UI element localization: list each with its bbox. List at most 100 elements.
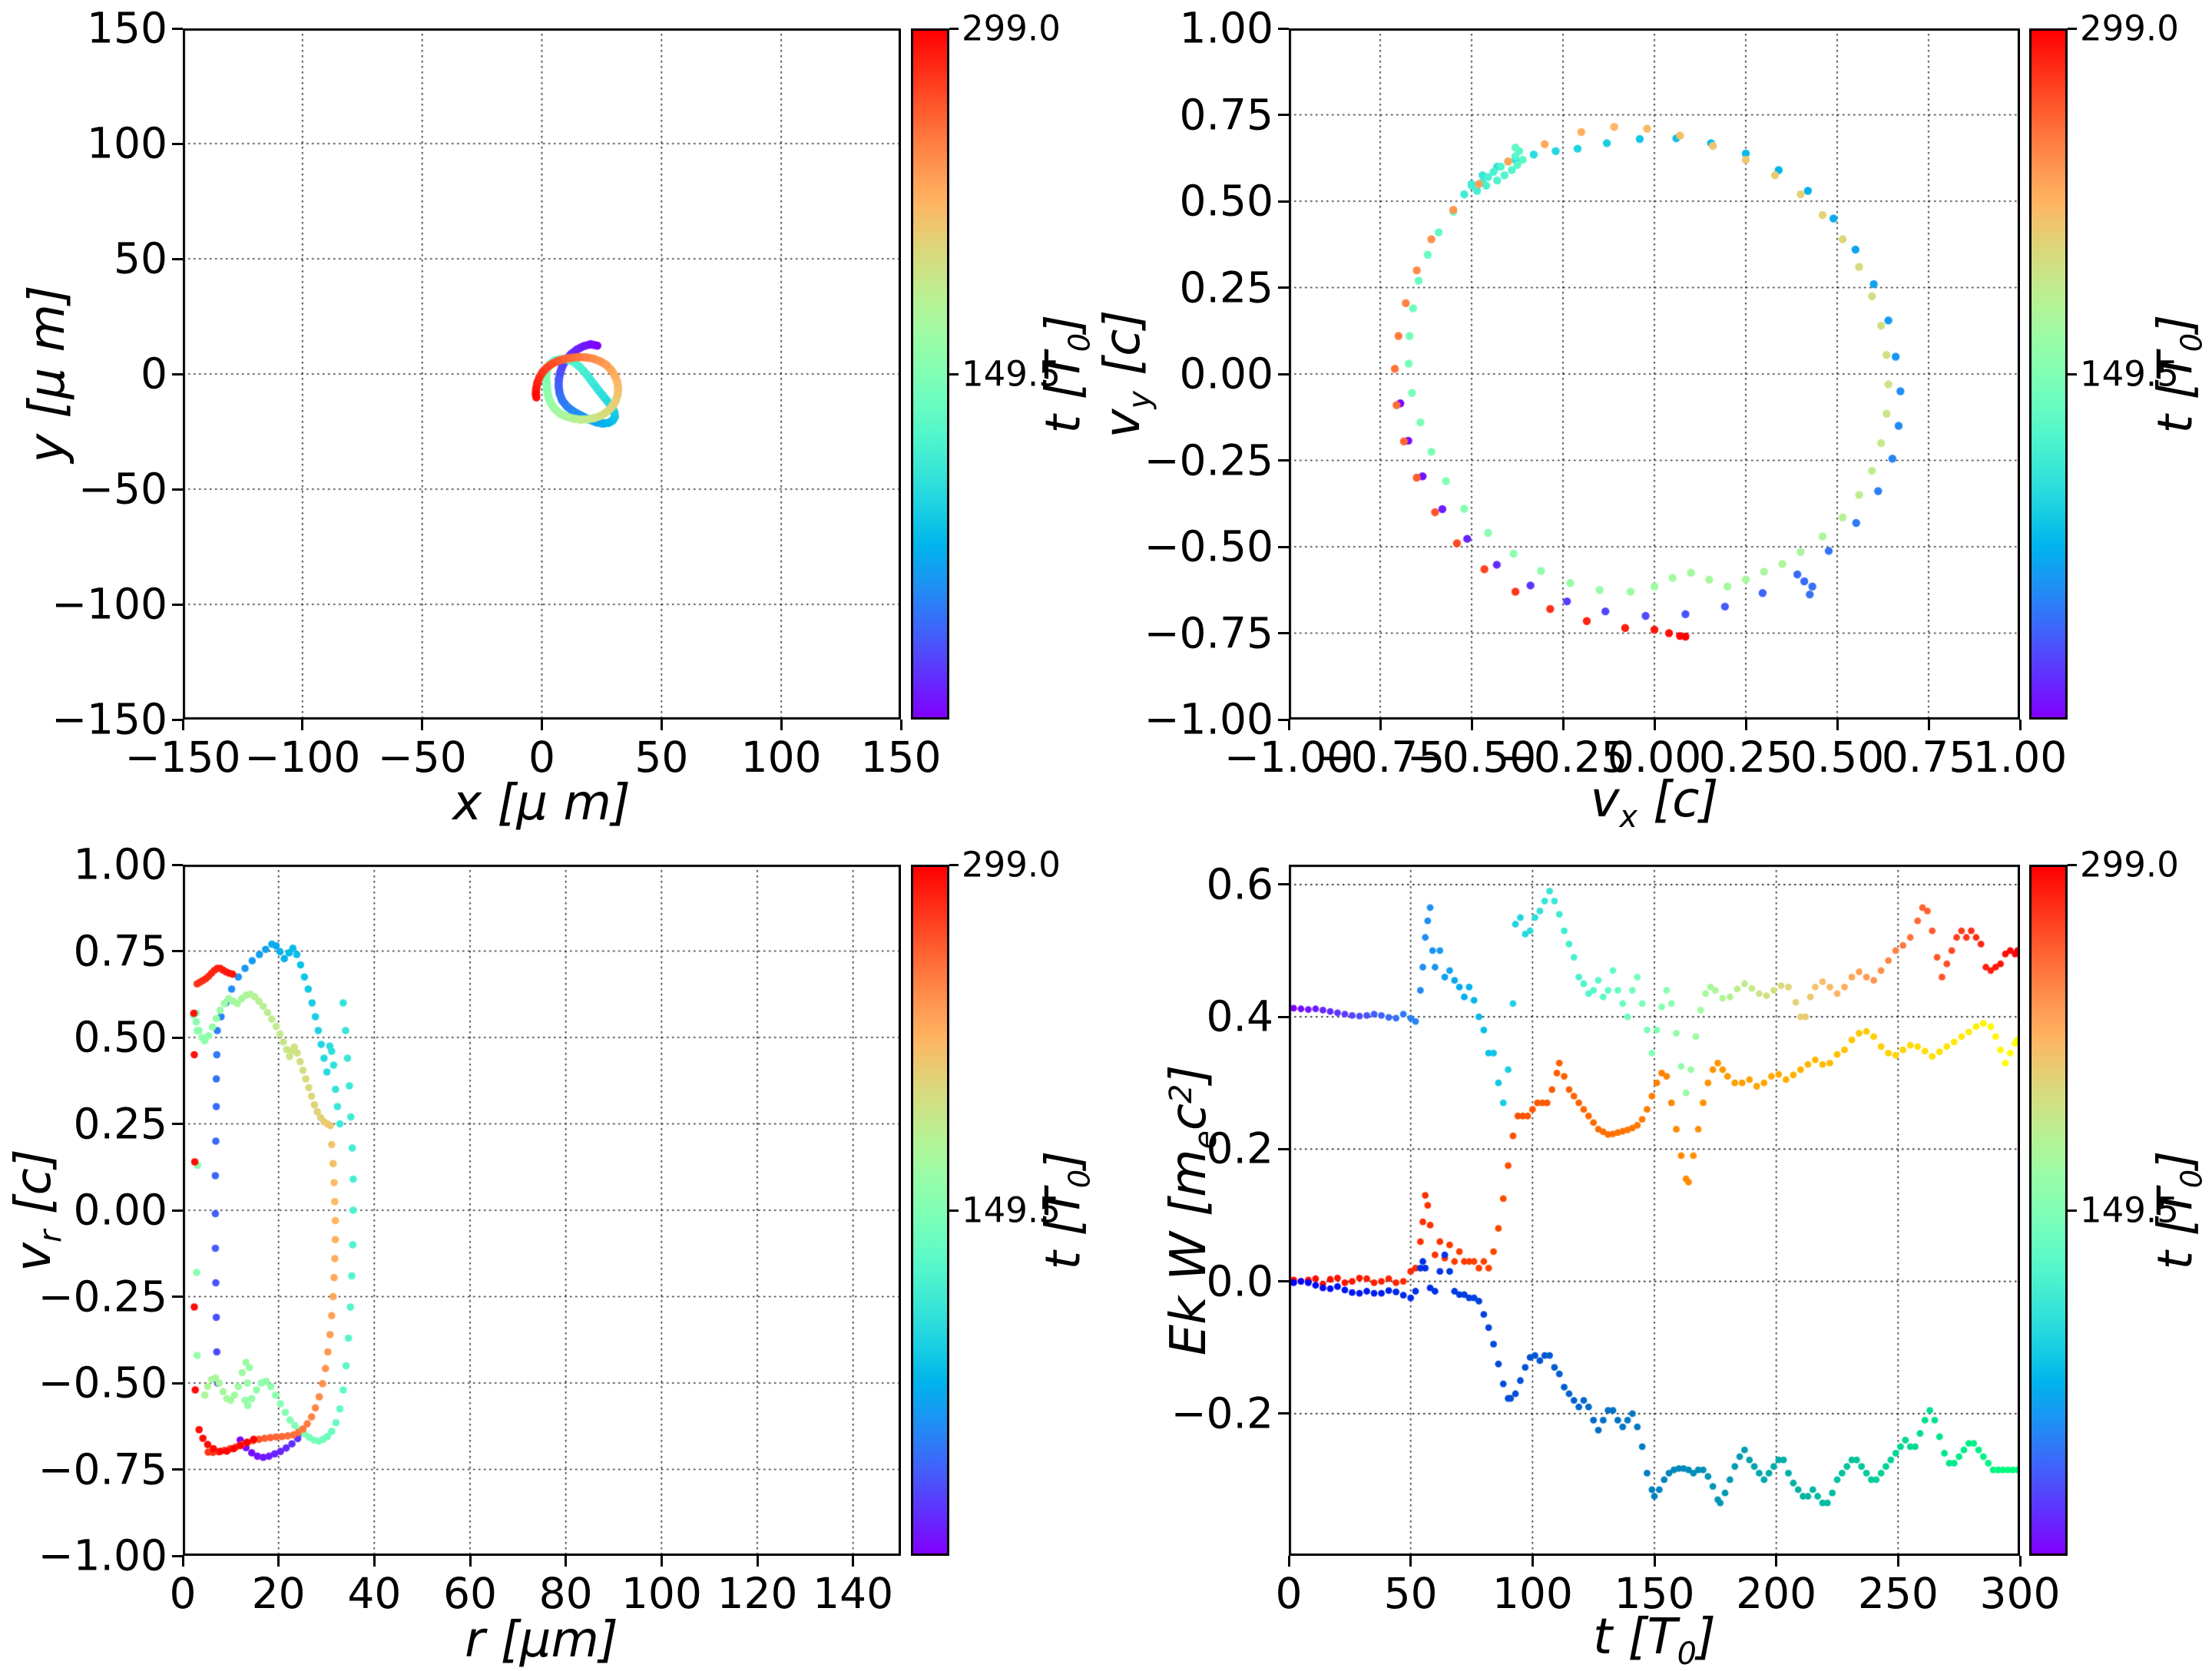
tick-label: 120 [717, 1569, 798, 1618]
tick-mark [469, 1556, 472, 1567]
tick-mark [2068, 372, 2077, 376]
tick-mark [565, 1556, 568, 1567]
tick-label: 0.75 [1881, 733, 1976, 782]
tick-label: 100 [1492, 1569, 1573, 1618]
tick-mark [1379, 720, 1382, 730]
tick-label: 1.00 [1179, 3, 1273, 53]
tick-mark [949, 1209, 959, 1212]
tick-mark [172, 603, 183, 606]
tick-mark [1470, 720, 1473, 730]
y-axis-label-vy: vy [c] [1094, 309, 1157, 438]
tick-label: 250 [1857, 1569, 1939, 1618]
tick-label: 0.00 [1179, 349, 1273, 399]
tick-mark [172, 27, 183, 30]
tick-mark [172, 1209, 183, 1212]
tick-mark [2068, 1209, 2077, 1212]
tick-mark [181, 1556, 184, 1567]
tick-mark [899, 720, 902, 730]
tick-mark [1278, 1147, 1289, 1150]
tick-label: 100 [740, 733, 822, 782]
tick-mark [1278, 883, 1289, 886]
tick-mark [1278, 1412, 1289, 1415]
tick-mark [1927, 720, 1930, 730]
tick-mark [421, 720, 424, 730]
tick-mark [2068, 863, 2077, 866]
tick-mark [172, 1381, 183, 1385]
tick-label: −0.2 [1171, 1388, 1273, 1438]
plot-area-xy-trajectory [183, 28, 901, 720]
colorbar-rvr-tick-mid: 149.5 [962, 1190, 1061, 1231]
tick-label: −1.00 [38, 1530, 167, 1580]
tick-mark [2018, 720, 2022, 730]
tick-label: −1.00 [1144, 694, 1273, 744]
tick-mark [1775, 1556, 1778, 1567]
y-axis-label-xy: y [μ m] [19, 285, 76, 463]
colorbar-rvr [911, 865, 949, 1556]
tick-mark [277, 1556, 280, 1567]
tick-label: −100 [51, 579, 167, 629]
tick-mark [852, 1556, 855, 1567]
tick-label: 0 [141, 349, 167, 399]
tick-label: 0.25 [1179, 263, 1273, 312]
colorbar-energy-label: t [T0] [2147, 1150, 2210, 1270]
tick-label: 0.00 [1607, 733, 1702, 782]
colorbar-vxvy-tick-max: 299.0 [2080, 8, 2179, 49]
tick-label: 150 [1614, 1569, 1695, 1618]
tick-label: 300 [1979, 1569, 2061, 1618]
colorbar-rvr-label: t [T0] [1035, 1150, 1098, 1270]
tick-mark [373, 1556, 376, 1567]
tick-label: 1.00 [73, 839, 167, 889]
plot-area-vx-vy [1289, 28, 2020, 720]
tick-label: 0.50 [1179, 176, 1273, 226]
colorbar-vxvy [2029, 28, 2068, 720]
tick-mark [660, 720, 663, 730]
tick-label: 20 [251, 1569, 306, 1618]
tick-mark [172, 1123, 183, 1125]
tick-label: −0.75 [38, 1444, 167, 1494]
tick-mark [1653, 720, 1656, 730]
tick-label: 0.25 [73, 1099, 167, 1148]
colorbar-xy-label: t [T0] [1035, 314, 1098, 434]
colorbar-rvr-tick-max: 299.0 [962, 844, 1061, 885]
tick-label: −150 [51, 694, 167, 744]
tick-label: 200 [1736, 1569, 1817, 1618]
tick-mark [1278, 200, 1289, 203]
tick-mark [1278, 114, 1289, 116]
tick-label: −1.00 [1224, 733, 1354, 782]
tick-mark [1278, 372, 1289, 376]
tick-label: −100 [244, 733, 361, 782]
tick-label: −0.25 [38, 1272, 167, 1321]
tick-label: 0 [528, 733, 555, 782]
tick-mark [172, 372, 183, 376]
tick-mark [172, 863, 183, 866]
tick-mark [541, 720, 543, 730]
tick-label: 100 [621, 1569, 702, 1618]
tick-mark [1836, 720, 1839, 730]
tick-label: 50 [1383, 1569, 1438, 1618]
tick-label: −0.25 [1498, 733, 1628, 782]
tick-mark [756, 1556, 759, 1567]
tick-label: 150 [860, 733, 942, 782]
tick-label: 40 [347, 1569, 402, 1618]
tick-mark [172, 1554, 183, 1557]
tick-label: 0.6 [1206, 859, 1273, 909]
tick-mark [1278, 459, 1289, 462]
tick-label: 50 [634, 733, 689, 782]
tick-mark [1744, 720, 1747, 730]
tick-label: 100 [87, 118, 167, 168]
y-axis-label-vr: vr [c] [5, 1149, 68, 1272]
energy-time-canvas [1289, 865, 2020, 1556]
tick-label: 80 [538, 1569, 593, 1618]
tick-label: 1.00 [1972, 733, 2068, 782]
tick-label: −150 [124, 733, 241, 782]
tick-mark [949, 863, 959, 866]
tick-label: 150 [87, 3, 167, 53]
tick-label: 0.00 [73, 1185, 167, 1235]
tick-mark [172, 142, 183, 145]
tick-label: 140 [813, 1569, 894, 1618]
tick-label: 0.75 [1179, 90, 1273, 139]
tick-mark [1896, 1556, 1899, 1567]
vx-vy-canvas [1289, 28, 2020, 720]
tick-mark [181, 720, 184, 730]
tick-mark [172, 1295, 183, 1298]
